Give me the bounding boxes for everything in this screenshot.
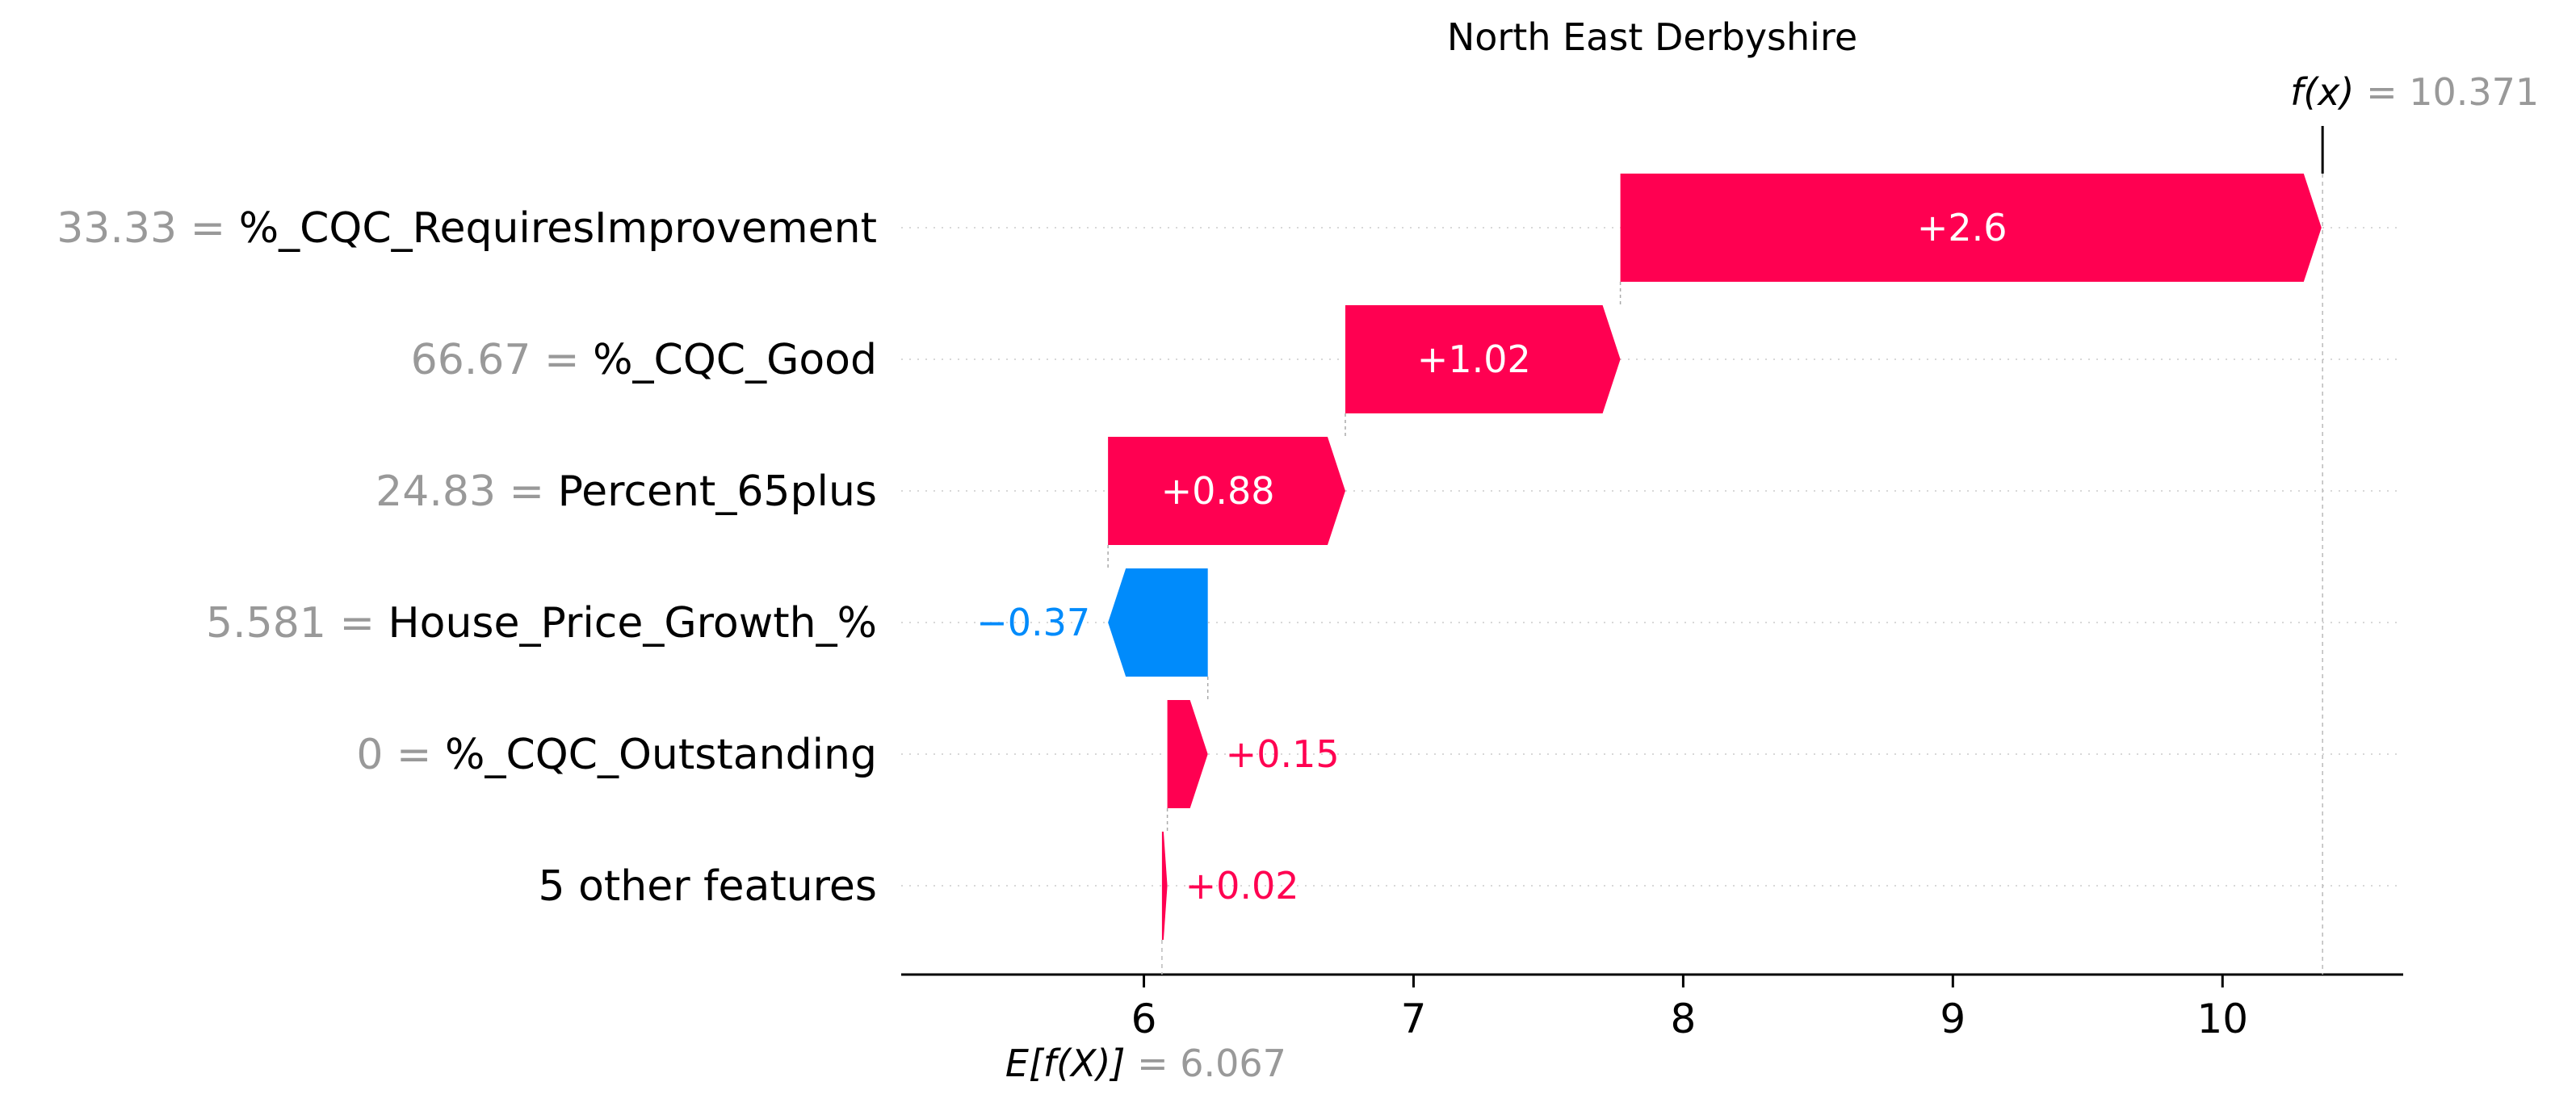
feature-name: House_Price_Growth_% [388,599,877,648]
feature-name: %_CQC_Good [593,336,877,384]
bar-label: −0.37 [976,601,1090,644]
feature-value: 24.83 = [375,467,558,516]
x-tick-label: 10 [2196,996,2248,1042]
x-tick-label: 8 [1670,996,1696,1042]
bar [1167,700,1208,808]
bar [1108,568,1208,677]
bar-label: +0.88 [1161,469,1275,513]
efx-annotation: E[f(X)] = 6.067 [1005,940,1286,1085]
bar [1108,437,1345,545]
x-tick-label: 9 [1940,996,1966,1042]
feature-name: Percent_65plus [558,467,877,516]
x-tick-label: 7 [1401,996,1427,1042]
feature-label: 24.83 = Percent_65plus [375,467,877,516]
feature-name: %_CQC_RequiresImprovement [239,204,877,253]
feature-label: 0 = %_CQC_Outstanding [356,731,877,779]
feature-name: 5 other features [538,862,877,911]
efx-symbol: E[f(X)] [1005,1042,1137,1085]
feature-value: 0 = [356,731,445,779]
bar-label: +1.02 [1417,337,1531,381]
feature-labels: 33.33 = %_CQC_RequiresImprovement 66.67 =… [57,204,877,911]
chart-title: North East Derbyshire [1447,15,1857,59]
fx-label: f(x) = 10.371 [2290,70,2539,114]
feature-name: %_CQC_Outstanding [445,731,877,779]
feature-value: 66.67 = [411,336,594,384]
bar-label: +2.6 [1917,206,2008,249]
bar-label: +0.02 [1185,864,1299,908]
feature-value: 5.581 = [206,599,388,648]
bar [1620,174,2322,282]
fx-annotation: f(x) = 10.371 [2290,70,2539,975]
fx-value: = 10.371 [2366,70,2539,114]
efx-label: E[f(X)] = 6.067 [1005,1042,1286,1085]
gridlines [901,227,2403,887]
feature-label: 66.67 = %_CQC_Good [411,336,877,384]
feature-label: 5 other features [538,862,877,911]
efx-value: = 6.067 [1137,1042,1286,1085]
bar [1345,305,1621,413]
bar-labels: +2.6 +1.02 +0.88 −0.37 +0.15 +0.02 [976,206,2007,908]
feature-value: 33.33 = [57,204,239,253]
bar-label: +0.15 [1226,732,1340,776]
x-axis: 6 7 8 9 10 [901,973,2403,1042]
feature-label: 5.581 = House_Price_Growth_% [206,599,877,648]
fx-symbol: f(x) [2290,70,2366,114]
bar [1161,832,1168,940]
feature-label: 33.33 = %_CQC_RequiresImprovement [57,204,877,253]
connector-lines [1107,282,1622,833]
x-tick-label: 6 [1131,996,1157,1042]
bars [1108,174,2322,940]
